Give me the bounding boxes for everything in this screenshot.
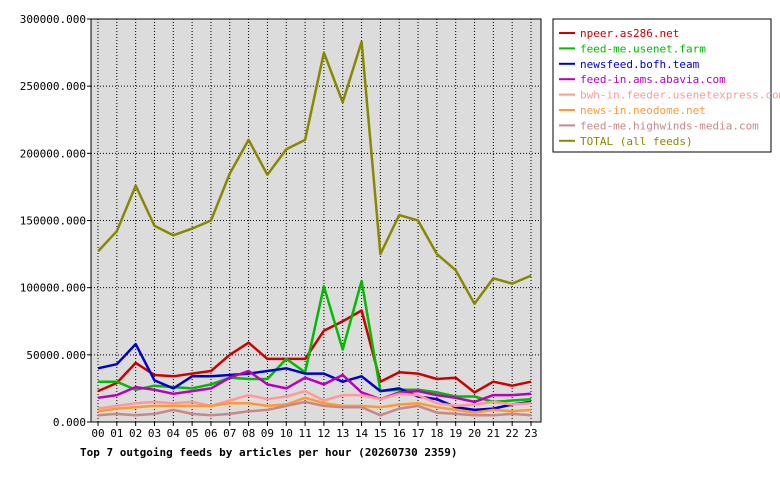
x-tick-label: 01 xyxy=(110,427,123,440)
x-tick-label: 09 xyxy=(261,427,274,440)
x-tick-label: 11 xyxy=(298,427,311,440)
y-axis: 0.000 50000.000 100000.000 150000.000 200000… xyxy=(20,13,91,429)
series-line xyxy=(97,396,532,414)
x-tick-label: 05 xyxy=(186,427,199,440)
x-tick-label: 17 xyxy=(411,427,424,440)
x-tick-label: 02 xyxy=(129,427,142,440)
legend-label: bwh-in.feeder.usenetexpress.com xyxy=(580,89,780,102)
legend-label: TOTAL (all feeds) xyxy=(580,135,693,148)
legend-label: npeer.as286.net xyxy=(580,27,679,40)
x-tick-label: 20 xyxy=(468,427,481,440)
x-tick-label: 07 xyxy=(223,427,236,440)
x-tick-label: 16 xyxy=(393,427,406,440)
legend-label: feed-in.ams.abavia.com xyxy=(580,73,726,86)
series-lines xyxy=(97,40,532,417)
series-line xyxy=(97,369,532,404)
x-tick-label: 08 xyxy=(242,427,255,440)
x-tick-label: 03 xyxy=(148,427,161,440)
y-tick-label: 250000.000 xyxy=(20,80,86,93)
legend-label: newsfeed.bofh.team xyxy=(580,58,700,71)
x-tick-label: 19 xyxy=(449,427,462,440)
legend xyxy=(552,18,772,153)
x-tick-label: 00 xyxy=(91,427,104,440)
series-line xyxy=(97,342,532,412)
y-tick-label: 150000.000 xyxy=(20,215,86,228)
chart-title: Top 7 outgoing feeds by articles per hou… xyxy=(80,446,458,459)
series-line xyxy=(97,40,532,306)
series-line xyxy=(97,389,532,410)
x-axis: 00 01 02 03 04 05 06 07 08 09 10 11 12 13 14 15 16 17 18 19… xyxy=(91,422,538,440)
x-tick-label: 22 xyxy=(506,427,519,440)
x-tick-label: 14 xyxy=(355,427,369,440)
legend-label: feed-me.usenet.farm xyxy=(580,42,706,55)
y-tick-label: 100000.000 xyxy=(20,282,86,295)
legend-label: news-in.neodome.net xyxy=(580,104,706,117)
grid-lines xyxy=(91,19,541,422)
x-tick-label: 15 xyxy=(374,427,387,440)
x-tick-label: 12 xyxy=(317,427,330,440)
x-tick-label: 06 xyxy=(204,427,217,440)
series-line xyxy=(97,309,532,394)
x-tick-label: 23 xyxy=(524,427,537,440)
x-tick-label: 13 xyxy=(336,427,349,440)
y-tick-label: 300000.000 xyxy=(20,13,86,26)
x-tick-label: 18 xyxy=(430,427,443,440)
legend-label: feed-me.highwinds-media.com xyxy=(580,119,759,132)
y-tick-label: 0.000 xyxy=(53,416,86,429)
y-tick-label: 50000.000 xyxy=(26,349,86,362)
y-tick-label: 200000.000 xyxy=(20,147,86,160)
legend-items: npeer.as286.net feed-me.usenet.farm newsfe… xyxy=(559,27,780,148)
series-line xyxy=(97,400,532,417)
x-tick-label: 04 xyxy=(167,427,181,440)
x-tick-label: 10 xyxy=(280,427,293,440)
x-tick-label: 21 xyxy=(487,427,500,440)
